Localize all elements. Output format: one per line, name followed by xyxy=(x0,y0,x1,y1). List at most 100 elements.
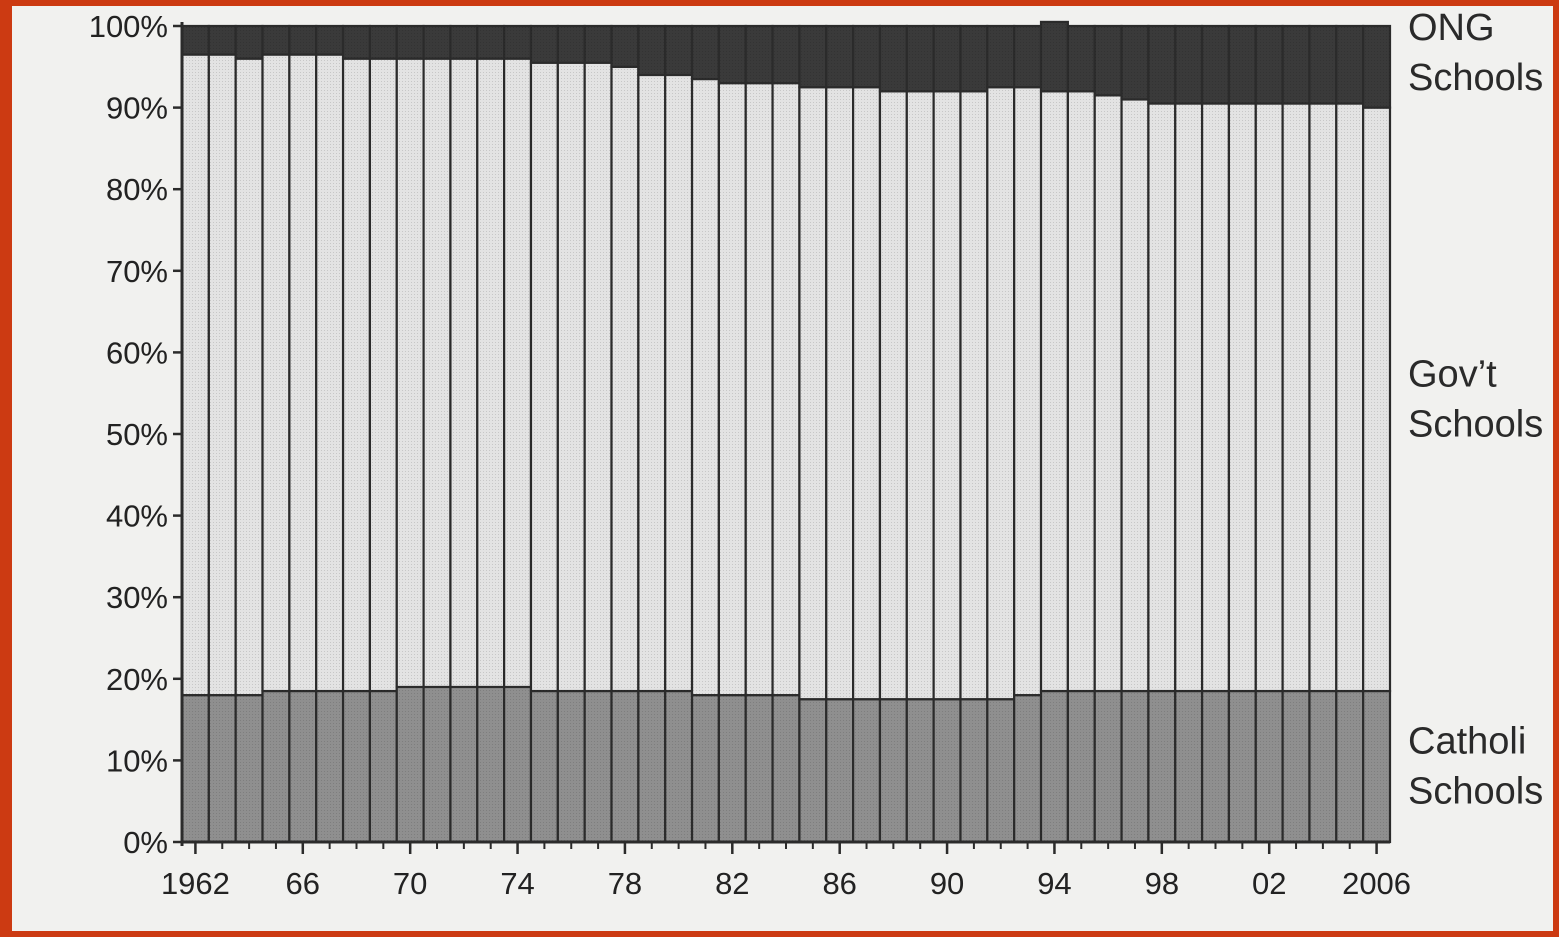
bar-texture-2006-s1 xyxy=(1363,107,1390,692)
bar-texture-1990-s0 xyxy=(933,699,961,842)
bar-texture-1965-s0 xyxy=(262,691,290,842)
bar-texture-1991-s0 xyxy=(960,699,988,842)
bar-texture-1993-s1 xyxy=(1014,87,1042,696)
bar-texture-1971-s1 xyxy=(423,58,451,687)
bar-texture-1965-s2 xyxy=(262,26,290,55)
bar-texture-1974-s0 xyxy=(504,686,531,842)
bar-texture-1981-s1 xyxy=(692,79,719,696)
bar-texture-2001-s2 xyxy=(1228,26,1256,104)
bar-texture-1994-s1 xyxy=(1041,91,1068,692)
x-tick-label: 82 xyxy=(715,866,749,901)
x-tick-label: 02 xyxy=(1252,866,1286,901)
bar-texture-1979-s1 xyxy=(638,74,666,692)
bar-texture-1977-s0 xyxy=(584,691,612,842)
bar-texture-1973-s0 xyxy=(477,686,505,842)
x-tick-label: 94 xyxy=(1037,866,1071,901)
bar-texture-1993-s2 xyxy=(1014,26,1042,88)
bar-texture-1984-s0 xyxy=(772,695,800,842)
bar-texture-1965-s1 xyxy=(262,54,290,692)
y-tick-label: 0% xyxy=(123,825,168,860)
bar-texture-2004-s0 xyxy=(1309,691,1337,842)
bar-texture-2001-s0 xyxy=(1228,691,1256,842)
chart-page: 0% 10% 20% 30% 40% 50% 60% 70% 80% 90% 100% 1962 66… xyxy=(12,6,1553,931)
x-tick-label: 90 xyxy=(930,866,964,901)
bar-texture-1983-s2 xyxy=(745,26,773,84)
bar-texture-1986-s1 xyxy=(826,87,854,700)
bar-texture-1971-s2 xyxy=(423,26,451,59)
bar-texture-1966-s2 xyxy=(289,26,317,55)
bar-texture-1987-s2 xyxy=(853,26,880,88)
series-label-1: Gov’t xyxy=(1408,353,1497,395)
y-tick-label: 10% xyxy=(106,743,168,778)
bar-texture-1972-s1 xyxy=(450,58,478,687)
y-tick-label: 30% xyxy=(106,580,168,615)
y-tick-label: 80% xyxy=(106,172,168,207)
y-tick-label: 50% xyxy=(106,417,168,452)
bar-texture-1989-s1 xyxy=(906,91,934,700)
bar-texture-1977-s1 xyxy=(584,62,612,692)
bar-texture-1963-s2 xyxy=(208,26,236,55)
bar-texture-1978-s2 xyxy=(611,26,639,67)
bar-texture-1983-s0 xyxy=(745,695,773,842)
bar-texture-1988-s1 xyxy=(879,91,907,700)
bar-texture-1984-s1 xyxy=(772,83,800,696)
bar-texture-1979-s2 xyxy=(638,26,666,75)
series-label-0: Catholi xyxy=(1408,721,1526,763)
bar-texture-1969-s0 xyxy=(369,691,397,842)
bar-texture-1985-s1 xyxy=(799,87,827,700)
series-labels: Catholi Schools Gov’t Schools ONG Schools xyxy=(1408,7,1543,813)
bar-texture-1966-s0 xyxy=(289,691,317,842)
bar-texture-1967-s2 xyxy=(316,26,344,55)
bar-texture-2000-s0 xyxy=(1202,691,1229,842)
bar-texture-1972-s2 xyxy=(450,26,478,59)
bar-texture-1970-s2 xyxy=(396,26,424,59)
series-label-2: ONG xyxy=(1408,7,1495,49)
bar-texture-1986-s0 xyxy=(826,699,854,842)
bar-texture-1963-s0 xyxy=(208,695,236,842)
bar-texture-2000-s1 xyxy=(1202,103,1229,692)
x-tick-label: 78 xyxy=(608,866,642,901)
bar-texture-1996-s2 xyxy=(1094,26,1122,96)
bar-texture-2002-s2 xyxy=(1255,26,1283,104)
bar-texture-1997-s2 xyxy=(1121,26,1149,100)
bar-texture-2005-s2 xyxy=(1336,26,1364,104)
bar-texture-1962-s0 xyxy=(182,695,209,842)
bar-texture-1990-s2 xyxy=(933,26,961,92)
y-tick-label: 40% xyxy=(106,499,168,534)
bar-texture-1979-s0 xyxy=(638,691,666,842)
bar-texture-1967-s0 xyxy=(316,691,344,842)
bar-texture-2006-s2 xyxy=(1363,26,1390,108)
y-tick-label: 100% xyxy=(89,9,168,44)
bar-texture-1987-s1 xyxy=(853,87,880,700)
bar-texture-1993-s0 xyxy=(1014,695,1042,842)
bar-texture-1968-s1 xyxy=(343,58,370,692)
bar-texture-1998-s0 xyxy=(1148,691,1176,842)
bar-texture-1989-s2 xyxy=(906,26,934,92)
bar-texture-2001-s1 xyxy=(1228,103,1256,692)
bar-texture-1995-s1 xyxy=(1067,91,1095,692)
bar-texture-1962-s2 xyxy=(182,26,209,55)
bar-texture-2004-s2 xyxy=(1309,26,1337,104)
bar-texture-2003-s0 xyxy=(1282,691,1310,842)
bar-texture-1994-s2 xyxy=(1041,21,1068,92)
bar-texture-1992-s1 xyxy=(987,87,1015,700)
bar-texture-1976-s2 xyxy=(557,26,585,63)
bar-texture-1982-s2 xyxy=(718,26,746,84)
bar-texture-1966-s1 xyxy=(289,54,317,692)
bar-texture-1964-s0 xyxy=(235,695,263,842)
y-axis: 0% 10% 20% 30% 40% 50% 60% 70% 80% 90% 100% xyxy=(89,9,182,860)
bar-texture-2002-s1 xyxy=(1255,103,1283,692)
series-label-1: Schools xyxy=(1408,403,1543,445)
bar-texture-1997-s0 xyxy=(1121,691,1149,842)
bar-texture-1975-s2 xyxy=(530,26,558,63)
bar-texture-1999-s0 xyxy=(1175,691,1203,842)
bar-texture-2006-s0 xyxy=(1363,691,1390,842)
x-axis: 1962 66 70 74 78 82 86 90 94 98 02 2006 xyxy=(161,842,1411,901)
stacked-bar-chart: 0% 10% 20% 30% 40% 50% 60% 70% 80% 90% 100% 1962 66… xyxy=(89,7,1544,901)
bar-texture-1992-s2 xyxy=(987,26,1015,88)
x-tick-label: 70 xyxy=(393,866,427,901)
bar-texture-1974-s2 xyxy=(504,26,531,59)
bar-texture-1982-s1 xyxy=(718,83,746,696)
y-tick-label: 70% xyxy=(106,254,168,289)
bar-texture-1995-s0 xyxy=(1067,691,1095,842)
